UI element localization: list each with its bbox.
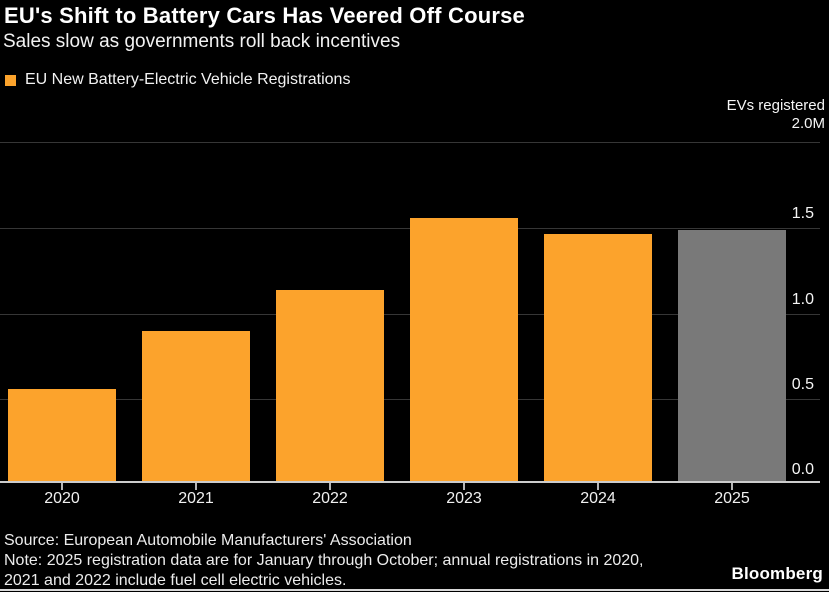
note-line-2: 2021 and 2022 include fuel cell electric… — [4, 572, 347, 589]
legend-swatch-icon — [5, 74, 16, 86]
legend: EU New Battery-Electric Vehicle Registra… — [5, 71, 350, 89]
bar-2024 — [544, 234, 652, 481]
y-axis-top-tick-label: 2.0M — [791, 115, 825, 132]
x-label-2023: 2023 — [446, 490, 482, 507]
x-label-2025: 2025 — [714, 490, 750, 507]
x-label-2021: 2021 — [178, 490, 214, 507]
y-tick-label-0.0: 0.0 — [791, 461, 814, 478]
bar-2022 — [276, 290, 384, 481]
x-tick-2025 — [731, 483, 733, 490]
x-label-2024: 2024 — [580, 490, 616, 507]
bloomberg-logo: Bloomberg — [731, 564, 823, 583]
x-axis-baseline — [0, 481, 820, 483]
bar-2023 — [410, 218, 518, 481]
bar-2020 — [8, 389, 116, 481]
note-line-1: Note: 2025 registration data are for Jan… — [4, 552, 644, 569]
y-axis-title: EVs registered — [726, 97, 825, 114]
bottom-rule — [0, 589, 829, 591]
chart-subtitle: Sales slow as governments roll back ince… — [3, 31, 401, 52]
x-tick-2023 — [463, 483, 465, 490]
plot-area: 0.0 0.5 1.0 1.5 — [0, 142, 820, 483]
bar-2025 — [678, 230, 786, 481]
source-line: Source: European Automobile Manufacturer… — [4, 532, 412, 549]
y-tick-label-1.0: 1.0 — [791, 290, 814, 308]
x-tick-2020 — [61, 483, 63, 490]
legend-label: EU New Battery-Electric Vehicle Registra… — [25, 71, 351, 88]
x-tick-2022 — [329, 483, 331, 490]
y-axis-header: EVs registered 2.0M — [727, 97, 825, 133]
x-tick-2021 — [195, 483, 197, 490]
x-label-2022: 2022 — [312, 490, 348, 507]
footer-notes: Source: European Automobile Manufacturer… — [4, 531, 644, 591]
chart-title: EU's Shift to Battery Cars Has Veered Of… — [4, 3, 525, 28]
x-label-2020: 2020 — [44, 490, 80, 507]
y-tick-label-0.5: 0.5 — [791, 375, 814, 393]
y-tick-label-1.5: 1.5 — [791, 205, 814, 223]
x-tick-2024 — [597, 483, 599, 490]
bar-2021 — [142, 331, 250, 481]
